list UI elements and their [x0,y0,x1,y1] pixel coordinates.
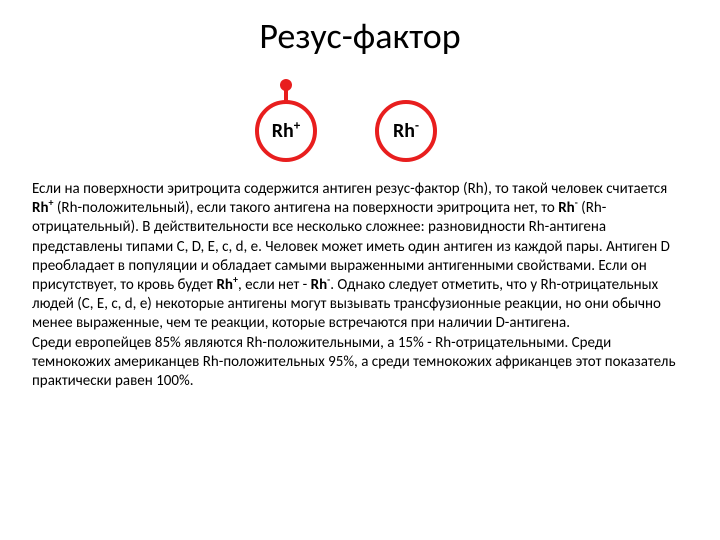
antigen-dot [280,79,292,91]
rh-diagram: Rh+ Rh- [210,64,510,174]
rh-negative-label: Rh- [393,121,419,141]
paragraph-2: Среди европейцев 85% являются Rh-положит… [32,334,688,392]
rh-positive-cell: Rh+ [255,100,317,162]
paragraph-1: Если на поверхности эритроцита содержитс… [32,180,688,334]
body-text: Если на поверхности эритроцита содержитс… [0,180,720,391]
rh-positive-label: Rh+ [272,121,300,141]
rh-negative-cell: Rh- [375,100,437,162]
slide-title: Резус-фактор [0,14,720,58]
